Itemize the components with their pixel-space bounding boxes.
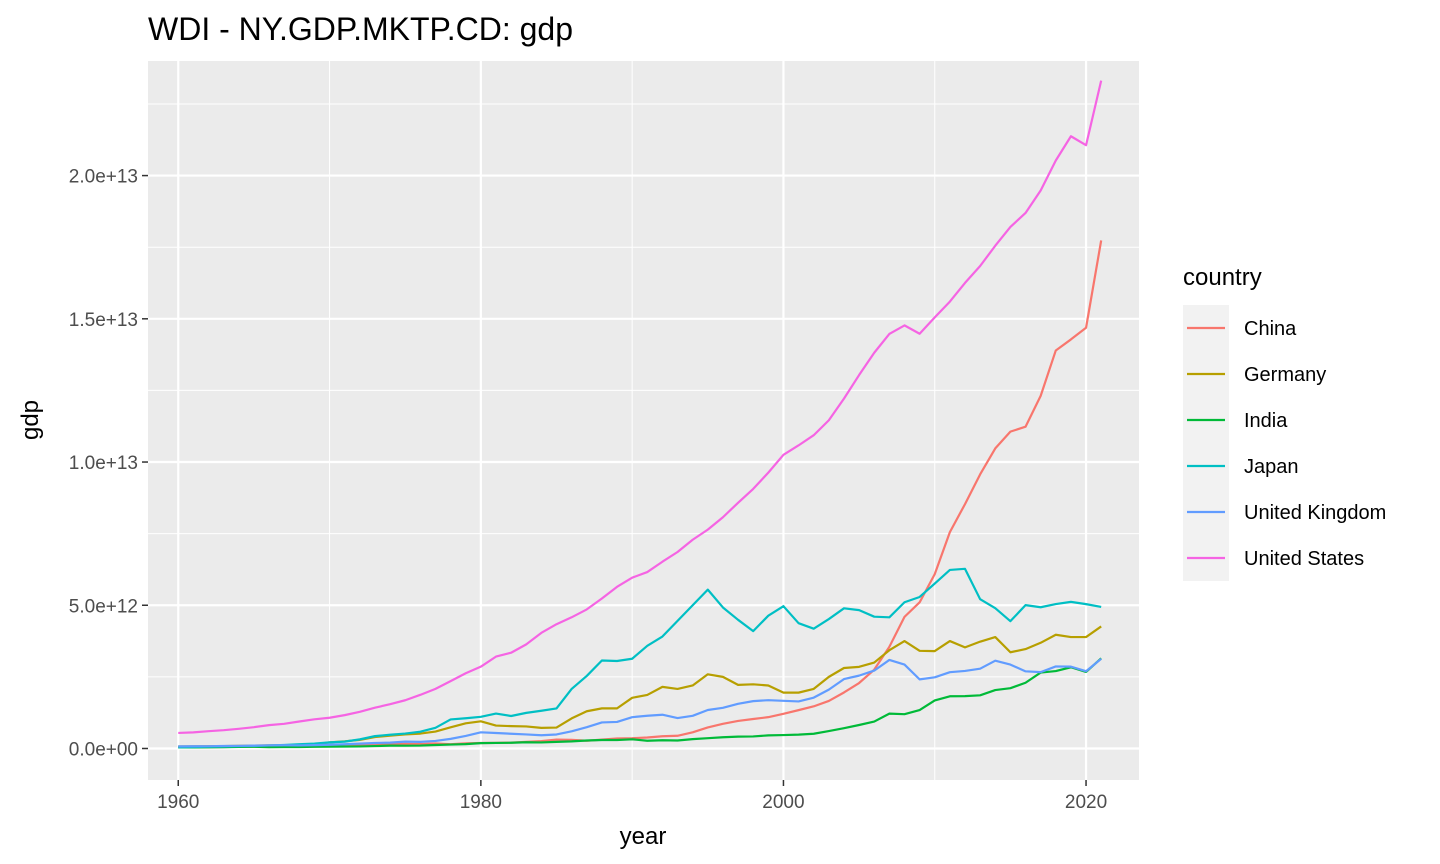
series-line-japan — [178, 567, 1102, 749]
x-tick-label: 2020 — [1065, 792, 1107, 813]
x-tick-label: 1960 — [157, 792, 199, 813]
y-tick-label: 1.0e+13 — [69, 453, 138, 474]
legend-label-germany: Germany — [1244, 364, 1326, 386]
series-line-india — [178, 657, 1102, 749]
y-tick-label: 5.0e+12 — [69, 596, 138, 617]
y-tick-label: 0.0e+00 — [69, 739, 138, 760]
y-axis: 0.0e+00 5.0e+12 1.0e+13 1.5e+13 2.0e+13 — [69, 167, 148, 760]
major-gridlines — [148, 61, 1139, 780]
y-axis-title: gdp — [17, 400, 44, 440]
series-lines — [178, 80, 1103, 749]
legend-title: country — [1183, 264, 1262, 291]
legend: country China Germany India Japan United Kin… — [1183, 264, 1386, 581]
legend-items: China Germany India Japan United Kingdom Unit… — [1183, 305, 1386, 581]
x-tick-label: 1980 — [460, 792, 502, 813]
x-axis: 1960 1980 2000 2020 — [157, 780, 1107, 813]
series-line-united-states — [178, 80, 1103, 735]
y-tick-label: 2.0e+13 — [69, 167, 138, 188]
minor-gridlines — [148, 61, 1139, 780]
legend-label-japan: Japan — [1244, 456, 1299, 478]
x-tick-label: 2000 — [762, 792, 804, 813]
chart-title: WDI - NY.GDP.MKTP.CD: gdp — [148, 11, 573, 47]
legend-label-united-kingdom: United Kingdom — [1244, 502, 1386, 524]
legend-label-united-states: United States — [1244, 548, 1364, 570]
y-tick-label: 1.5e+13 — [69, 310, 138, 331]
plot-panel — [148, 61, 1139, 780]
legend-label-china: China — [1244, 318, 1297, 340]
x-axis-title: year — [620, 823, 667, 850]
legend-label-india: India — [1244, 410, 1288, 432]
series-line-united-kingdom — [178, 657, 1102, 748]
